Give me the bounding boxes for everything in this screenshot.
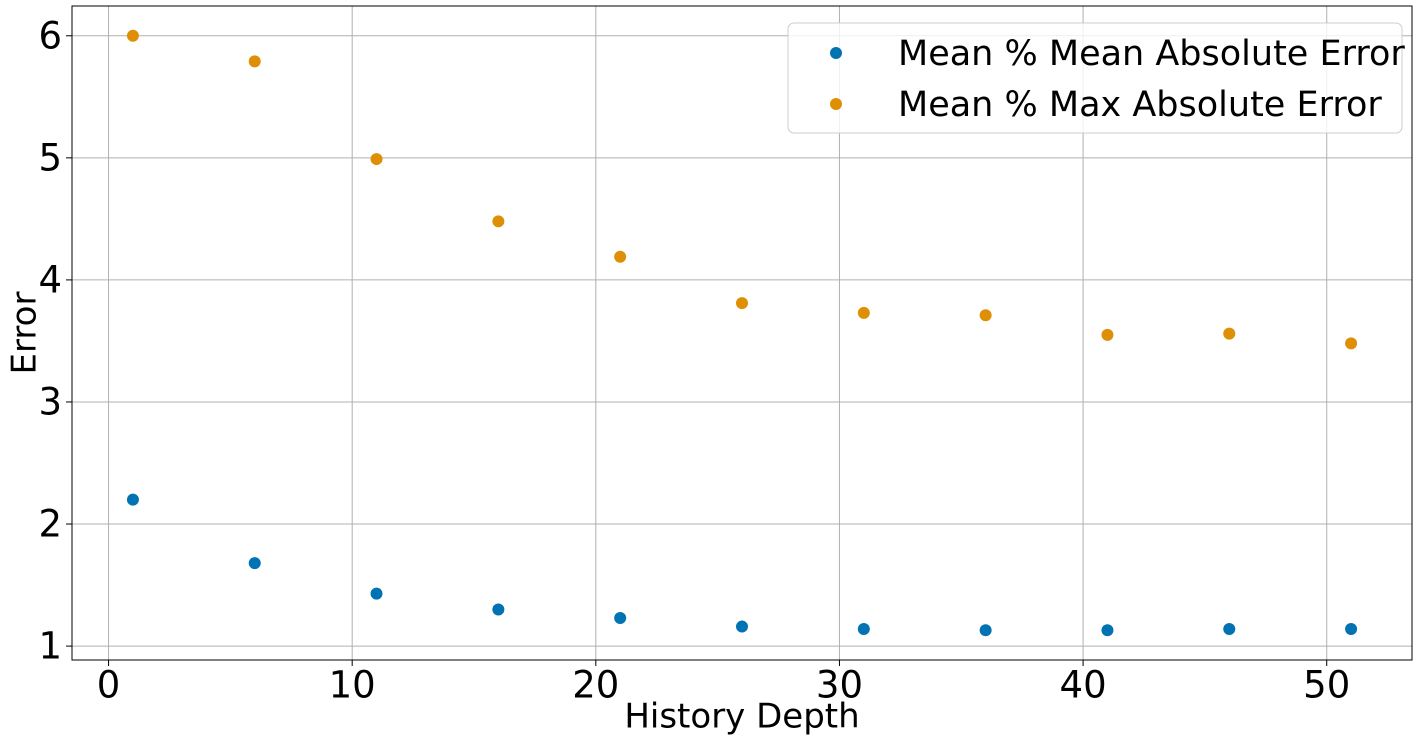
- legend-label: Mean % Max Absolute Error: [898, 85, 1382, 125]
- point: [492, 215, 505, 228]
- point: [370, 587, 383, 600]
- legend-marker: [830, 98, 842, 110]
- point: [979, 624, 992, 637]
- point: [1345, 337, 1358, 350]
- point: [126, 29, 139, 42]
- legend-label: Mean % Mean Absolute Error: [898, 34, 1405, 74]
- point: [1345, 622, 1358, 635]
- y-tick-label: 4: [38, 258, 62, 301]
- point: [736, 620, 748, 633]
- y-tick-label: 5: [38, 136, 62, 179]
- x-tick-label: 30: [816, 664, 863, 707]
- y-tick-label: 3: [38, 380, 62, 423]
- point: [979, 309, 992, 322]
- point: [857, 622, 870, 635]
- point: [370, 153, 383, 166]
- plot-frame: [71, 5, 1413, 661]
- point: [492, 603, 505, 616]
- point: [248, 55, 261, 68]
- point: [614, 250, 627, 263]
- legend-marker: [830, 47, 842, 59]
- point: [248, 557, 261, 570]
- legend-box: [787, 22, 1403, 134]
- x-tick-label: 0: [97, 664, 121, 707]
- point: [1223, 622, 1236, 635]
- point: [1101, 328, 1114, 341]
- y-tick-label: 2: [38, 503, 62, 546]
- x-tick-label: 10: [329, 664, 376, 707]
- x-tick-label: 50: [1303, 664, 1350, 707]
- y-axis-label: Error: [5, 292, 45, 375]
- point: [736, 297, 748, 310]
- point: [614, 612, 627, 625]
- x-axis-label: History Depth: [624, 697, 859, 737]
- point: [126, 493, 139, 506]
- x-tick-label: 20: [572, 664, 619, 707]
- point: [1101, 624, 1114, 637]
- y-tick-label: 6: [38, 14, 62, 57]
- point: [1223, 327, 1236, 340]
- point: [857, 306, 870, 319]
- y-tick-label: 1: [38, 625, 62, 668]
- x-tick-label: 40: [1060, 664, 1107, 707]
